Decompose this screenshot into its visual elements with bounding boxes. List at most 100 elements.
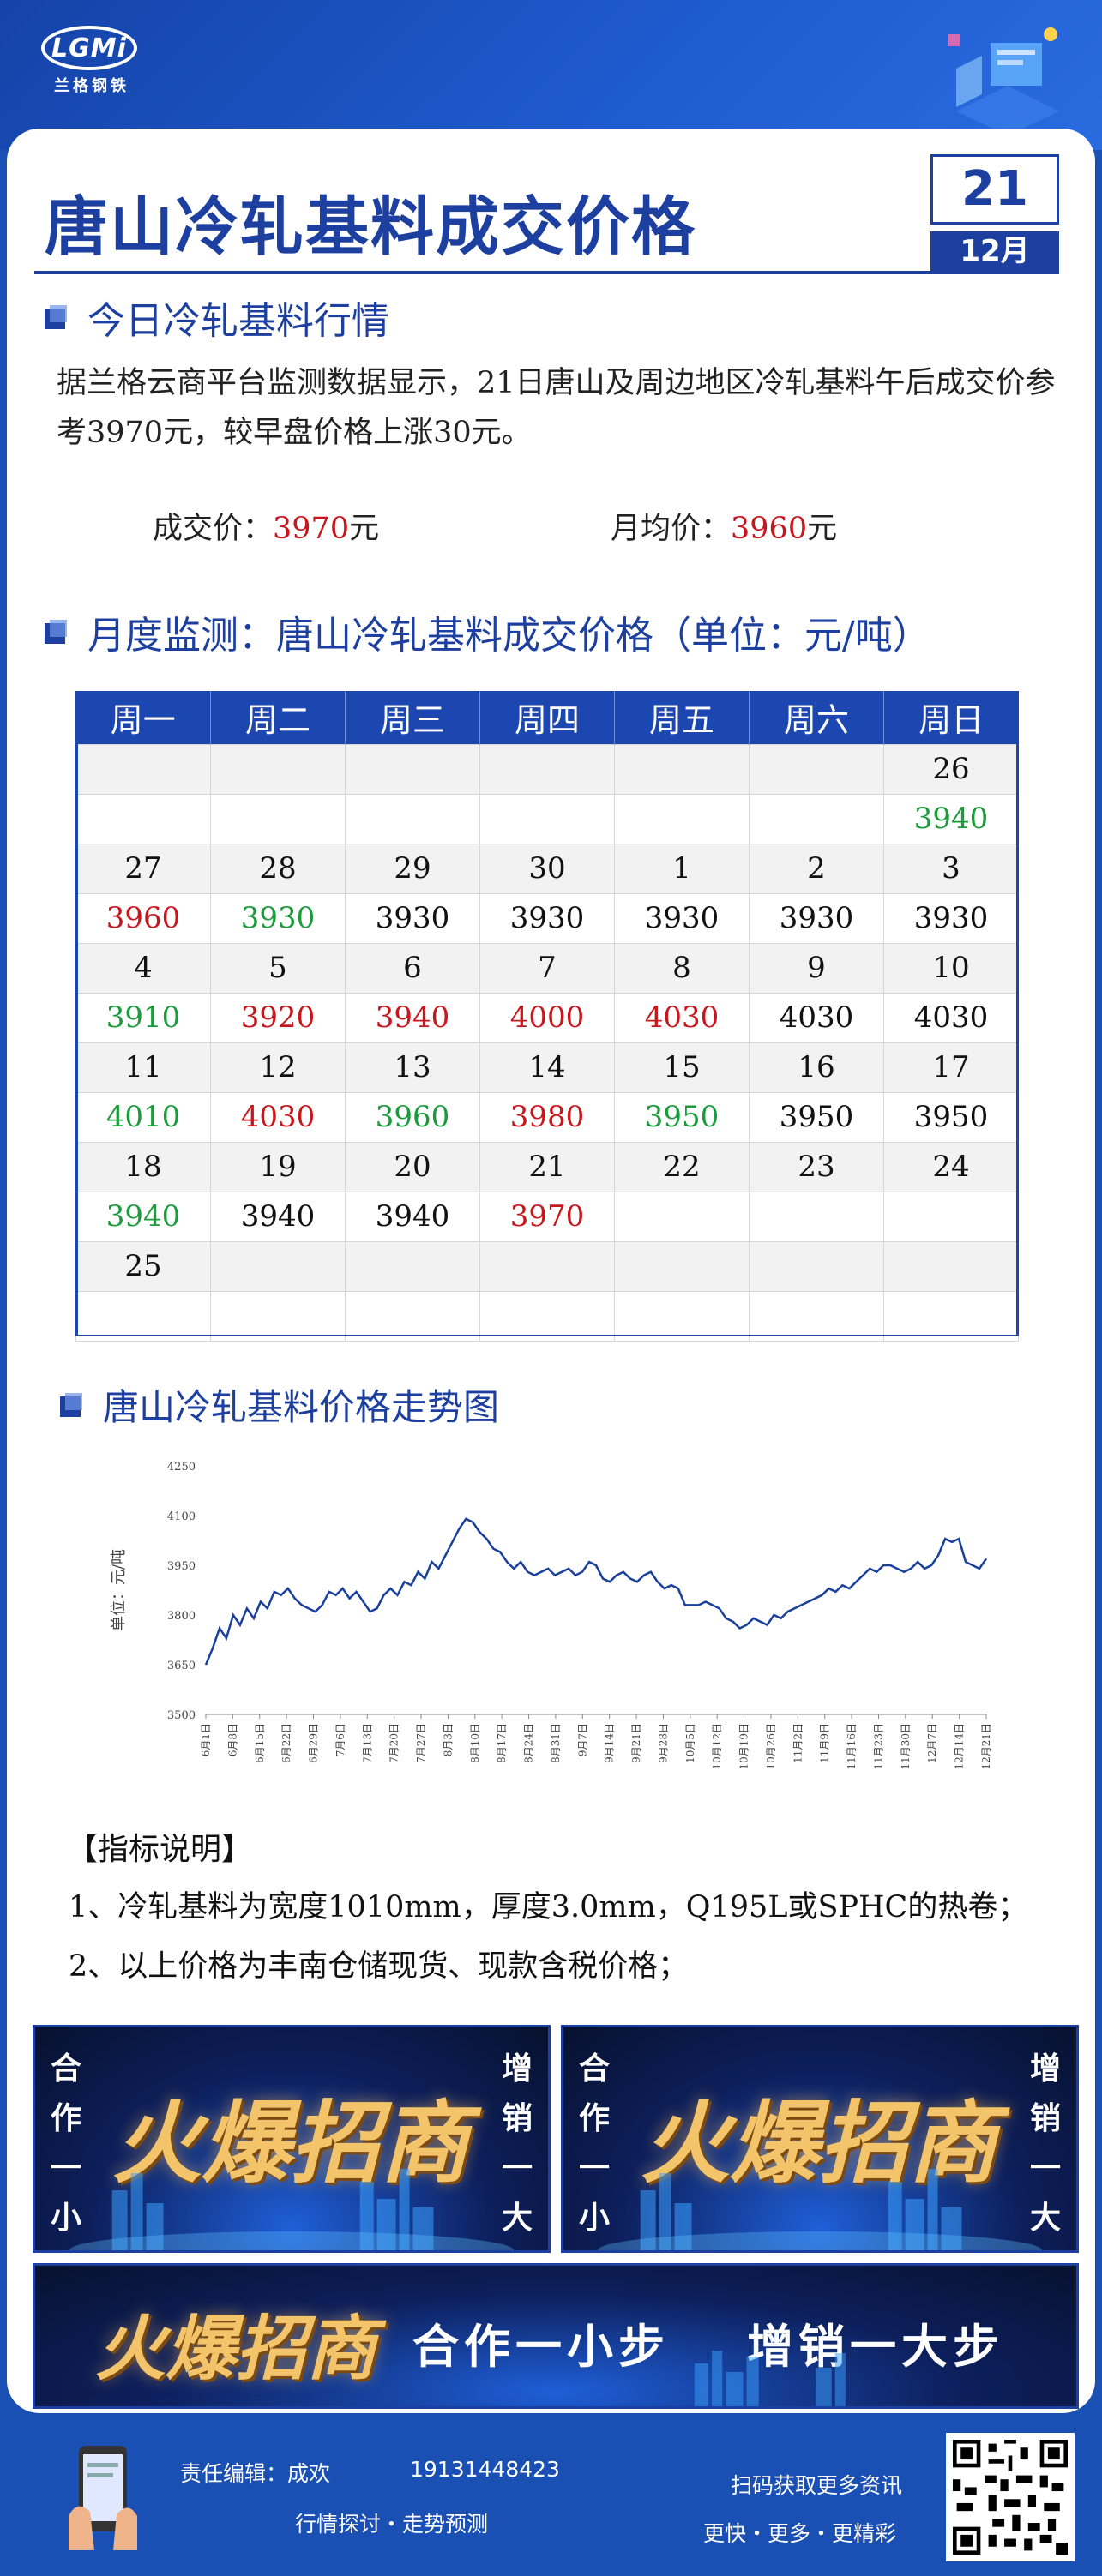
calendar-date-cell: 2	[749, 843, 884, 894]
calendar-price-cell: 3940	[210, 1191, 346, 1242]
footer-phone: 19131448423	[410, 2457, 560, 2482]
calendar-date-cell	[883, 1240, 1019, 1292]
calendar-price-row: 3940	[75, 793, 1019, 844]
x-tick-label: 11月16日	[846, 1723, 858, 1770]
deal-price: 成交价：3970元	[153, 504, 379, 548]
ad-banner-right[interactable]: 合作一小步 增销一大步 火爆招商	[561, 2025, 1079, 2253]
qr-code[interactable]	[946, 2433, 1075, 2561]
ad-banner-wide[interactable]: 火爆招商 合作一小步 增销一大步	[33, 2263, 1079, 2409]
calendar-date-cell	[749, 1240, 884, 1292]
price-trend-chart: 3500 3650 3800 3950 4100 4250 单位：元/吨 6月1日 6月8日 6月…	[110, 1461, 992, 1770]
calendar-price-cell: 3960	[345, 1091, 480, 1143]
y-tick-label: 3650	[167, 1660, 196, 1672]
banner-side-left: 合作一小步	[578, 2051, 610, 2236]
x-tick-label: 6月1日	[200, 1723, 212, 1756]
calendar-date-cell: 15	[614, 1042, 750, 1093]
calendar-date-cell	[614, 1240, 750, 1292]
x-tick-label: 10月5日	[684, 1723, 696, 1763]
weekday-header: 周五	[614, 691, 750, 744]
calendar-price-cell: 4030	[749, 992, 884, 1043]
weekday-header: 周二	[210, 691, 346, 744]
calendar-price-cell: 4030	[210, 1091, 346, 1143]
x-tick-label: 11月23日	[872, 1723, 884, 1770]
calendar-price-cell: 3950	[614, 1091, 750, 1143]
page-title: 唐山冷轧基料成交价格	[45, 190, 696, 264]
deal-label: 成交价：	[153, 512, 274, 546]
calendar-date-row: 26	[75, 743, 1019, 795]
calendar-price-cell	[749, 1191, 884, 1242]
calendar-price-row: 3910 3920 3940 4000 4030 4030 4030	[75, 992, 1019, 1043]
calendar-price-cell: 4030	[614, 992, 750, 1043]
calendar-date-cell: 3	[883, 843, 1019, 894]
banner-headline: 火爆招商	[641, 2090, 998, 2195]
section-square-icon	[45, 305, 69, 329]
x-tick-label: 12月7日	[926, 1723, 938, 1763]
calendar-price-row: 3960 3930 3930 3930 3930 3930 3930	[75, 892, 1019, 944]
today-heading-text: 今日冷轧基料行情	[87, 299, 389, 343]
calendar-date-cell: 14	[479, 1042, 615, 1093]
calendar-price-cell: 3930	[883, 892, 1019, 944]
calendar-date-cell: 13	[345, 1042, 480, 1093]
calendar-price-cell: 3950	[883, 1091, 1019, 1143]
calendar-price-cell: 3910	[75, 992, 211, 1043]
calendar-price-row: 4010 4030 3960 3980 3950 3950 3950	[75, 1091, 1019, 1143]
x-tick-label: 8月31日	[550, 1723, 562, 1763]
calendar-price-cell: 3960	[75, 892, 211, 944]
calendar-price-cell	[75, 1290, 211, 1342]
y-tick-label: 3500	[167, 1709, 196, 1722]
footer-editor: 责任编辑：成欢	[180, 2461, 331, 2486]
logo-cn-text: 兰格钢铁	[54, 77, 129, 95]
weekday-header: 周一	[75, 691, 211, 744]
calendar-price-cell: 3930	[345, 892, 480, 944]
banner-slogan-2: 增销一大步	[747, 2320, 1004, 2374]
calendar-date-cell: 23	[749, 1141, 884, 1192]
price-calendar-table: 周一 周二 周三 周四 周五 周六 周日 26 3940 27 28 29 30 1 2 3 3960 3930…	[75, 691, 1019, 1342]
section-square-icon	[60, 1392, 84, 1417]
x-tick-label: 12月14日	[954, 1723, 966, 1770]
calendar-price-cell: 3930	[749, 892, 884, 944]
calendar-date-cell: 10	[883, 942, 1019, 994]
y-tick-label: 3950	[167, 1560, 196, 1573]
ad-banner-left[interactable]: 合作一小步 增销一大步 火爆招商	[33, 2025, 551, 2253]
calendar-price-cell: 3930	[479, 892, 615, 944]
calendar-price-cell	[345, 1290, 480, 1342]
calendar-date-cell: 24	[883, 1141, 1019, 1192]
calendar-date-cell	[345, 743, 480, 795]
trend-section-heading: 唐山冷轧基料价格走势图	[60, 1378, 499, 1431]
calendar-price-cell	[75, 793, 211, 844]
avg-label: 月均价：	[611, 512, 732, 546]
calendar-date-row: 27 28 29 30 1 2 3	[75, 843, 1019, 894]
calendar-weekday-row: 周一 周二 周三 周四 周五 周六 周日	[75, 691, 1019, 744]
deal-value: 3970	[273, 512, 350, 546]
x-tick-label: 10月19日	[738, 1723, 750, 1770]
city-skyline-graphic	[597, 2169, 1043, 2250]
avg-price: 月均价：3960元	[611, 504, 837, 548]
calendar-price-cell: 3950	[749, 1091, 884, 1143]
x-tick-label: 8月17日	[496, 1723, 508, 1763]
calendar-date-row: 11 12 13 14 15 16 17	[75, 1042, 1019, 1093]
x-tick-label: 9月21日	[630, 1723, 642, 1763]
y-tick-label: 4250	[167, 1461, 196, 1474]
x-tick-label: 11月30日	[900, 1723, 912, 1770]
calendar-date-cell: 8	[614, 942, 750, 994]
calendar-price-cell: 3930	[614, 892, 750, 944]
today-section-heading: 今日冷轧基料行情	[45, 290, 389, 345]
x-tick-label: 12月21日	[980, 1723, 992, 1770]
section-square-icon	[45, 620, 69, 644]
calendar-date-cell: 11	[75, 1042, 211, 1093]
calendar-price-cell	[749, 793, 884, 844]
x-tick-label: 8月10日	[469, 1723, 481, 1763]
footer-qr-line1: 扫码获取更多资讯	[731, 2473, 903, 2498]
calendar-date-cell: 18	[75, 1141, 211, 1192]
brand-logo: LGMi 兰格钢铁	[41, 26, 142, 103]
calendar-price-cell	[614, 793, 750, 844]
notes-title: 【指标说明】	[67, 1832, 253, 1867]
note-item: 1、冷轧基料为宽度1010mm，厚度3.0mm，Q195L或SPHC的热卷；	[69, 1890, 1028, 1924]
calendar-price-cell: 4000	[479, 992, 615, 1043]
x-tick-label: 7月13日	[361, 1723, 373, 1763]
y-axis-label: 单位：元/吨	[110, 1549, 128, 1631]
market-summary: 据兰格云商平台监测数据显示，21日唐山及周边地区冷轧基料午后成交价参考3970元…	[57, 366, 1056, 450]
x-tick-label: 10月12日	[711, 1723, 723, 1770]
calendar-date-cell: 22	[614, 1141, 750, 1192]
note-item: 2、以上价格为丰南仓储现货、现款含税价格；	[69, 1949, 689, 1984]
